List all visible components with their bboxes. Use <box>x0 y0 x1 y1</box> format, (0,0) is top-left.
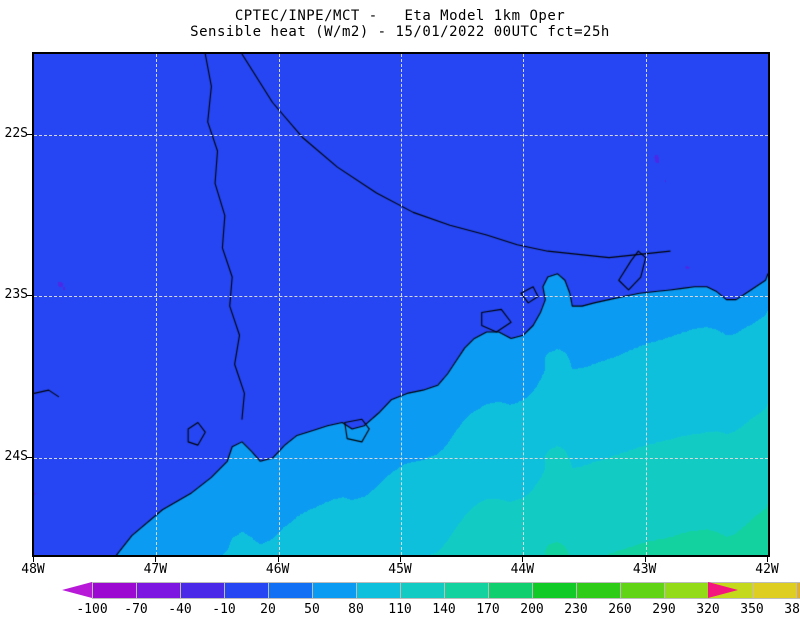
x-tick-label: 48W <box>21 562 45 577</box>
colorbar-cell <box>796 582 800 599</box>
colorbar-cell <box>92 582 136 599</box>
map-plot-area <box>32 52 770 557</box>
x-tick <box>277 557 279 562</box>
x-tick <box>33 557 34 562</box>
colorbar-tick-label: -10 <box>212 602 236 617</box>
colorbar-cell <box>752 582 796 599</box>
y-tick <box>27 133 32 135</box>
y-tick-label: 24S <box>4 449 28 465</box>
x-tick-label: 43W <box>632 562 657 577</box>
y-tick-label: 22S <box>4 125 28 141</box>
colorbar-tick-label: 230 <box>564 602 588 617</box>
colorbar-cell <box>532 582 576 599</box>
x-tick <box>644 557 646 562</box>
colorbar-cell <box>664 582 708 599</box>
colorbar-tick-label: 320 <box>696 602 720 617</box>
colorbar-tick-label: 140 <box>432 602 456 617</box>
coastline-overlay <box>34 54 768 555</box>
colorbar-over-arrow <box>708 582 738 598</box>
colorbar-cell <box>180 582 224 599</box>
title-line-1: CPTEC/INPE/MCT - Eta Model 1km Oper <box>234 8 566 24</box>
x-tick-label: 45W <box>388 562 412 577</box>
x-tick-label: 46W <box>265 562 290 577</box>
y-tick <box>27 295 32 297</box>
colorbar-tick-label: -100 <box>76 602 108 617</box>
colorbar-cell <box>312 582 356 599</box>
y-tick <box>27 457 32 459</box>
y-tick-label: 23S <box>4 287 28 303</box>
colorbar-tick-label: 170 <box>476 602 500 617</box>
colorbar-cell <box>224 582 268 599</box>
colorbar-cell <box>488 582 532 599</box>
x-tick <box>767 557 768 562</box>
x-tick-label: 44W <box>510 562 535 577</box>
colorbar-tick-label: 110 <box>388 602 412 617</box>
colorbar-cell <box>576 582 620 599</box>
colorbar-tick-label: 350 <box>740 602 764 617</box>
colorbar-cell <box>356 582 400 599</box>
colorbar-tick-label: 80 <box>348 602 364 617</box>
colorbar-tick-label: -40 <box>168 602 192 617</box>
colorbar-cell <box>620 582 664 599</box>
x-tick <box>522 557 524 562</box>
colorbar-tick-label: 260 <box>608 602 632 617</box>
colorbar-tick-label: 200 <box>520 602 544 617</box>
colorbar-cell <box>444 582 488 599</box>
title-line-2: Sensible heat (W/m2) - 15/01/2022 00UTC … <box>190 24 610 40</box>
colorbar-cell <box>400 582 444 599</box>
colorbar-cell <box>268 582 312 599</box>
colorbar-tick-label: -70 <box>124 602 148 617</box>
colorbar <box>92 582 800 599</box>
x-tick <box>155 557 157 562</box>
colorbar-cell <box>136 582 180 599</box>
x-tick <box>400 557 401 562</box>
colorbar-under-arrow <box>62 582 92 598</box>
figure-title: CPTEC/INPE/MCT - Eta Model 1km Oper Sens… <box>0 8 800 40</box>
colorbar-tick-label: 20 <box>260 602 276 617</box>
colorbar-tick-label: 50 <box>304 602 320 617</box>
colorbar-tick-label: 290 <box>652 602 676 617</box>
colorbar-tick-label: 380 <box>784 602 800 617</box>
x-tick-label: 47W <box>143 562 168 577</box>
x-tick-label: 42W <box>755 562 779 577</box>
